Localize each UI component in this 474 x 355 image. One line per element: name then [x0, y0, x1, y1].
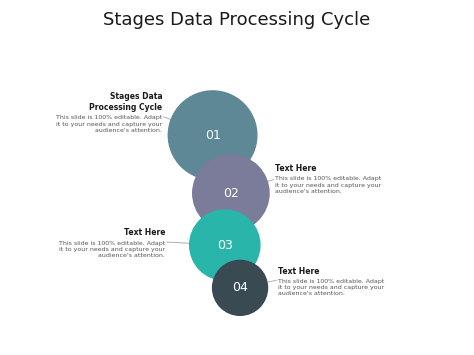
Text: Stages Data Processing Cycle: Stages Data Processing Cycle: [103, 11, 371, 29]
Circle shape: [168, 91, 257, 179]
Text: Text Here: Text Here: [278, 267, 320, 275]
Text: Stages Data
Processing Cycle: Stages Data Processing Cycle: [89, 92, 162, 112]
Text: 02: 02: [223, 187, 239, 200]
Circle shape: [193, 155, 269, 231]
Text: This slide is 100% editable. Adapt
it to your needs and capture your
audience's : This slide is 100% editable. Adapt it to…: [56, 115, 162, 133]
Text: Text Here: Text Here: [124, 229, 165, 237]
Text: 03: 03: [217, 239, 233, 252]
Circle shape: [212, 260, 267, 315]
Text: Text Here: Text Here: [275, 164, 317, 173]
Text: This slide is 100% editable. Adapt
it to your needs and capture your
audience's : This slide is 100% editable. Adapt it to…: [59, 241, 165, 258]
Text: This slide is 100% editable. Adapt
it to your needs and capture your
audience's : This slide is 100% editable. Adapt it to…: [275, 176, 382, 194]
Text: This slide is 100% editable. Adapt
it to your needs and capture your
audience's : This slide is 100% editable. Adapt it to…: [278, 279, 384, 296]
Circle shape: [190, 210, 260, 280]
Text: 01: 01: [205, 129, 220, 142]
Text: 04: 04: [232, 281, 248, 294]
